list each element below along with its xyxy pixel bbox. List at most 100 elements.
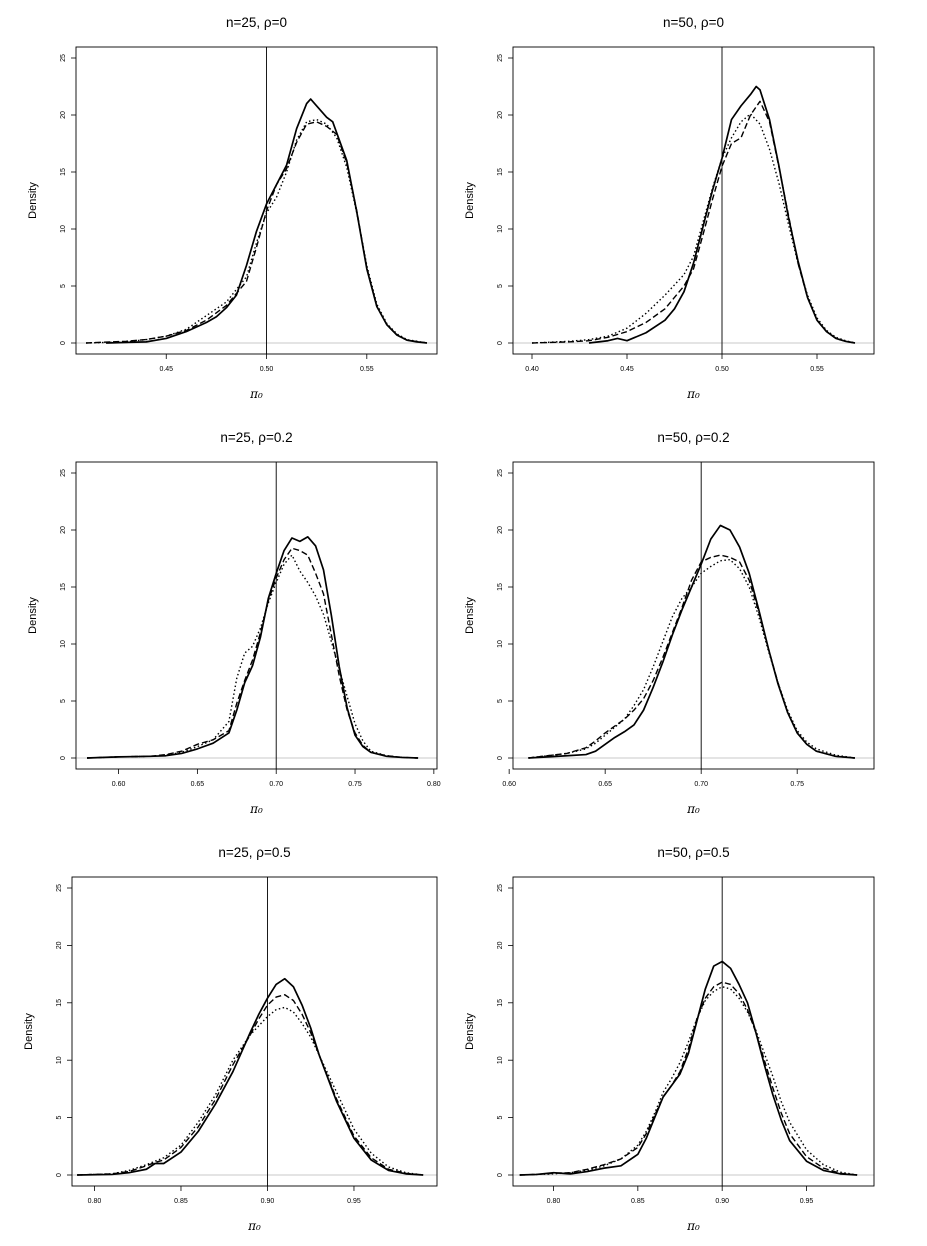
density-curve-solid (519, 960, 858, 1176)
y-tick-label: 0 (497, 341, 504, 345)
density-panel-1: n=25, ρ=0 0 5 10 15 20 25 0.45 0.50 0.55 Density π₀ (27, 15, 438, 401)
x-tick-label: 0.50 (260, 366, 274, 373)
density-curve-solid (86, 535, 419, 759)
y-tick-label: 0 (497, 1173, 504, 1177)
y-tick-label: 5 (60, 699, 67, 703)
x-tick-label: 0.85 (631, 1198, 645, 1205)
x-tick-label: 0.75 (790, 781, 804, 788)
y-tick-label: 20 (497, 111, 504, 119)
panel-title: n=25, ρ=0 (226, 15, 287, 30)
y-tick-label: 5 (497, 284, 504, 288)
x-tick-label: 0.65 (191, 781, 205, 788)
y-tick-label: 10 (497, 225, 504, 233)
y-tick-label: 0 (497, 756, 504, 760)
y-tick-label: 20 (56, 941, 63, 949)
y-axis-label: Density (464, 597, 476, 634)
plot-frame (512, 876, 875, 1187)
density-curve-solid (588, 85, 856, 344)
density-curve-dashed (519, 981, 858, 1176)
panel-title: n=25, ρ=0.2 (220, 430, 292, 445)
density-curve-dotted (531, 113, 856, 344)
x-tick-label: 0.45 (620, 366, 634, 373)
x-tick-label: 0.70 (694, 781, 708, 788)
y-tick-label: 5 (497, 699, 504, 703)
x-axis-label: π₀ (686, 387, 700, 401)
x-tick-label: 0.80 (88, 1198, 102, 1205)
x-tick-label: 0.80 (427, 781, 441, 788)
x-tick-label: 0.65 (598, 781, 612, 788)
density-panel-3: n=25, ρ=0.2 0 5 10 15 20 25 0.60 0.65 0.70 0.75 0.8… (27, 430, 441, 816)
y-tick-label: 15 (497, 168, 504, 176)
y-tick-label: 25 (56, 884, 63, 892)
y-tick-label: 20 (497, 526, 504, 534)
density-panel-5: n=25, ρ=0.5 0 5 10 15 20 25 0.80 0.85 0.90 0.95 Den… (23, 845, 438, 1233)
panel-title: n=50, ρ=0.2 (657, 430, 729, 445)
y-tick-label: 15 (60, 583, 67, 591)
x-tick-label: 0.40 (525, 366, 539, 373)
y-tick-label: 15 (497, 583, 504, 591)
density-curve-solid (528, 524, 855, 759)
y-tick-label: 25 (497, 469, 504, 477)
y-tick-label: 25 (60, 54, 67, 62)
x-tick-label: 0.60 (112, 781, 126, 788)
y-tick-label: 25 (497, 884, 504, 892)
density-curve-dashed (77, 994, 424, 1176)
x-axis-label: π₀ (249, 387, 263, 401)
density-panel-2: n=50, ρ=0 0 5 10 15 20 25 0.40 0.45 0.50 0.55 Densi… (464, 15, 875, 401)
y-tick-label: 10 (60, 225, 67, 233)
y-tick-label: 25 (497, 54, 504, 62)
plot-frame (75, 46, 438, 355)
x-tick-label: 0.55 (360, 366, 374, 373)
y-tick-label: 0 (60, 341, 67, 345)
density-curve-dashed (528, 554, 855, 759)
x-axis-label: π₀ (686, 1219, 700, 1233)
y-tick-label: 25 (60, 469, 67, 477)
x-tick-label: 0.85 (174, 1198, 188, 1205)
panel-title: n=25, ρ=0.5 (218, 845, 290, 860)
panel-title: n=50, ρ=0.5 (657, 845, 729, 860)
y-tick-label: 20 (497, 941, 504, 949)
y-tick-label: 15 (56, 999, 63, 1007)
x-axis-label: π₀ (249, 802, 263, 816)
plot-frame (75, 461, 438, 770)
density-curve-dashed (531, 100, 856, 344)
y-tick-label: 10 (60, 640, 67, 648)
x-tick-label: 0.75 (348, 781, 362, 788)
x-tick-label: 0.45 (159, 366, 173, 373)
y-axis-label: Density (464, 1013, 476, 1050)
x-tick-label: 0.90 (715, 1198, 729, 1205)
plot-frame (71, 876, 438, 1187)
y-tick-label: 0 (60, 756, 67, 760)
x-tick-label: 0.95 (800, 1198, 814, 1205)
density-curve-dotted (86, 118, 428, 344)
density-panel-4: n=50, ρ=0.2 0 5 10 15 20 25 0.60 0.65 0.70 0.75 Den… (464, 430, 875, 816)
plot-frame (512, 46, 875, 355)
x-tick-label: 0.70 (269, 781, 283, 788)
y-axis-label: Density (27, 182, 39, 219)
y-tick-label: 5 (60, 284, 67, 288)
panel-title: n=50, ρ=0 (663, 15, 724, 30)
density-curve-solid (77, 977, 424, 1176)
plot-frame (512, 461, 875, 770)
y-tick-label: 10 (497, 640, 504, 648)
x-tick-label: 0.90 (261, 1198, 275, 1205)
x-tick-label: 0.60 (502, 781, 516, 788)
density-curve-dotted (519, 986, 858, 1176)
y-tick-label: 10 (497, 1056, 504, 1064)
y-axis-label: Density (23, 1013, 35, 1050)
x-tick-label: 0.80 (547, 1198, 561, 1205)
y-axis-label: Density (464, 182, 476, 219)
density-curve-dotted (77, 1006, 424, 1176)
x-axis-label: π₀ (247, 1219, 261, 1233)
x-tick-label: 0.50 (715, 366, 729, 373)
x-axis-label: π₀ (686, 802, 700, 816)
y-tick-label: 5 (56, 1116, 63, 1120)
density-panel-6: n=50, ρ=0.5 0 5 10 15 20 25 0.80 0.85 0.90 0.95 Den… (464, 845, 875, 1233)
density-curve-dotted (87, 554, 419, 759)
y-tick-label: 15 (60, 168, 67, 176)
y-tick-label: 10 (56, 1056, 63, 1064)
y-tick-label: 5 (497, 1116, 504, 1120)
y-axis-label: Density (27, 597, 39, 634)
density-curve-dashed (87, 547, 419, 759)
